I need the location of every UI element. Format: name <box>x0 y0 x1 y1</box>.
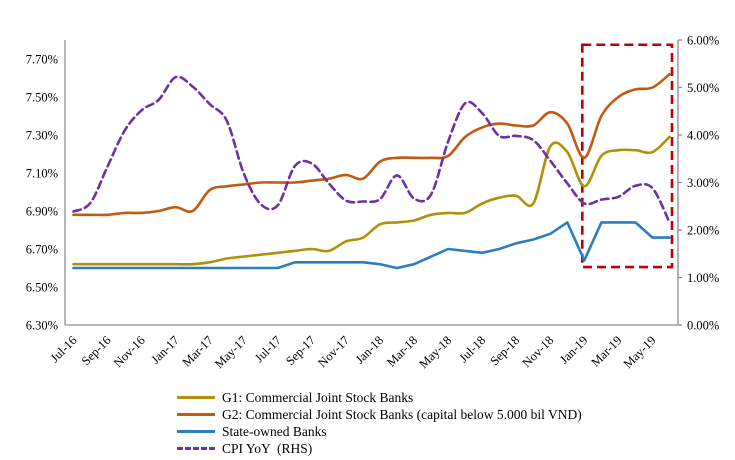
left-axis-tick-label: 7.30% <box>26 129 58 143</box>
x-axis-tick-label: Mar-19 <box>588 333 624 369</box>
x-axis-tick-label: Jul-18 <box>456 333 488 365</box>
x-axis-tick-label: May-19 <box>621 333 659 371</box>
chart-legend: G1: Commercial Joint Stock Banks G2: Comm… <box>177 389 582 457</box>
left-axis-tick-label: 7.50% <box>26 91 58 105</box>
series-line-state <box>72 221 671 270</box>
left-axis-tick-label: 6.50% <box>26 281 58 295</box>
series-line-g1 <box>72 135 671 266</box>
left-axis-tick-label: 7.10% <box>26 167 58 181</box>
legend-item-g1: G1: Commercial Joint Stock Banks <box>177 389 582 406</box>
series-line-cpi <box>72 75 671 224</box>
legend-swatch-g2-line <box>177 413 215 416</box>
x-axis-tick-label: Jul-16 <box>48 333 80 365</box>
x-axis-tick-label: Mar-17 <box>180 333 216 369</box>
x-axis-tick-label: Sep-17 <box>283 333 318 368</box>
right-axis-tick-label: 2.00% <box>687 224 719 238</box>
legend-swatch-g1-line <box>177 396 215 399</box>
x-axis-tick-label: Sep-18 <box>487 333 522 368</box>
left-axis-tick-label: 6.70% <box>26 243 58 257</box>
legend-label-g1: G1: Commercial Joint Stock Banks <box>222 390 414 405</box>
left-axis-tick-label: 6.90% <box>26 205 58 219</box>
legend-label-g2: G2: Commercial Joint Stock Banks (capita… <box>222 407 582 422</box>
legend-swatch-cpi-dashed-line <box>177 447 215 450</box>
line-chart-plot-area: 6.30% 6.50% 6.70% 6.90% 7.10% 7.30% 7.50% 7.70%… <box>26 34 720 372</box>
x-axis-tick-label: Nov-18 <box>519 333 556 370</box>
x-axis-tick-label: Sep-16 <box>79 333 114 368</box>
x-axis-tick-label: May-17 <box>212 333 250 371</box>
x-axis-tick-label: Nov-16 <box>111 333 148 370</box>
legend-swatch-state-line <box>177 430 215 433</box>
right-axis-tick-label: 0.00% <box>687 319 719 333</box>
x-axis-tick-label: Jul-17 <box>252 333 284 365</box>
right-axis-tick-label: 3.00% <box>687 176 719 190</box>
x-axis-tick-label: May-18 <box>416 333 454 371</box>
legend-item-state: State-owned Banks <box>177 423 582 440</box>
legend-label-state: State-owned Banks <box>222 424 327 439</box>
series-line-g2 <box>72 72 671 217</box>
right-axis-tick-label: 6.00% <box>687 34 719 48</box>
x-axis-tick-label: Jan-19 <box>557 333 590 366</box>
left-axis-tick-label: 7.70% <box>26 53 58 67</box>
x-axis-tick-label: Jan-17 <box>148 333 181 366</box>
right-axis-tick-label: 4.00% <box>687 129 719 143</box>
legend-item-cpi: CPI YoY (RHS) <box>177 440 582 457</box>
legend-item-g2: G2: Commercial Joint Stock Banks (capita… <box>177 406 582 423</box>
left-axis-tick-label: 6.30% <box>26 319 58 333</box>
legend-label-cpi: CPI YoY (RHS) <box>222 441 313 456</box>
x-axis-tick-label: Nov-17 <box>315 333 352 370</box>
right-axis-tick-label: 1.00% <box>687 271 719 285</box>
x-axis-tick-label: Mar-18 <box>384 333 420 369</box>
x-axis-tick-label: Jan-18 <box>353 333 386 366</box>
right-axis-tick-label: 5.00% <box>687 81 719 95</box>
